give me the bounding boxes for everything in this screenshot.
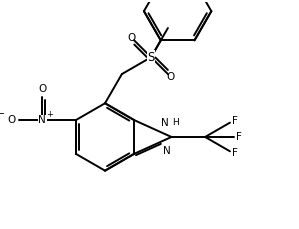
Text: H: H [172, 118, 179, 127]
Text: N: N [161, 118, 169, 128]
Text: O: O [127, 33, 135, 43]
Text: O: O [167, 72, 175, 82]
Text: −: − [0, 109, 5, 119]
Text: F: F [236, 132, 242, 142]
Text: F: F [231, 116, 237, 126]
Text: N: N [38, 115, 46, 125]
Text: O: O [38, 84, 46, 94]
Text: S: S [147, 51, 155, 64]
Text: O: O [7, 115, 15, 125]
Text: +: + [46, 110, 53, 119]
Text: N: N [163, 146, 170, 156]
Text: F: F [231, 148, 237, 158]
